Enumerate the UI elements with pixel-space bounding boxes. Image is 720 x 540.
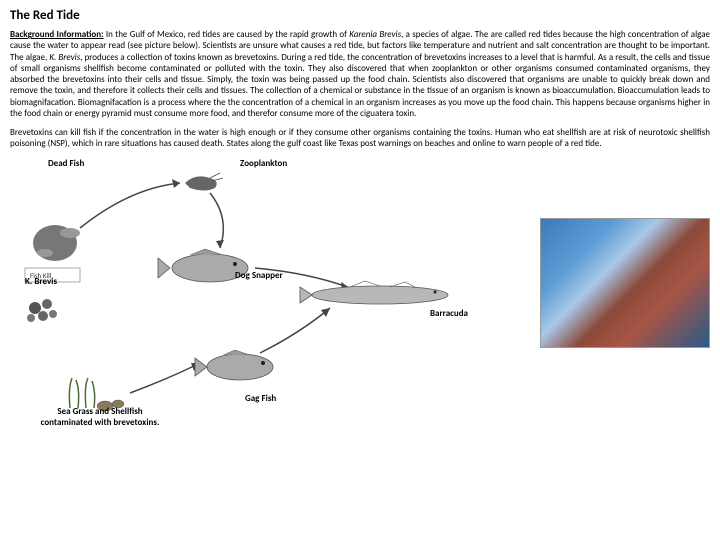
label-gag-fish: Gag Fish [245,393,276,404]
label-sea-grass: Sea Grass and Shellfish contaminated wit… [40,406,160,428]
background-paragraph: Background Information: In the Gulf of M… [10,29,710,119]
bg-label: Background Information: [10,29,104,40]
label-zooplankton: Zooplankton [240,158,287,169]
label-barracuda: Barracuda [430,308,468,319]
label-k-brevis: K. Brevis [25,276,57,287]
red-tide-photo [540,218,710,348]
food-chain-diagram: Fish Kill [10,158,710,438]
para1-a: In the Gulf of Mexico, red tides are cau… [104,29,350,40]
para1-italic2: K. Brevis [49,52,80,63]
para2: Brevetoxins can kill fish if the concent… [10,127,710,150]
label-dog-snapper: Dog Snapper [235,270,283,281]
page-title: The Red Tide [10,8,710,23]
para1-italic: Karenia Brevis [349,29,401,40]
label-dead-fish: Dead Fish [48,158,84,169]
para1-c: , produces a collection of toxins known … [10,52,710,119]
